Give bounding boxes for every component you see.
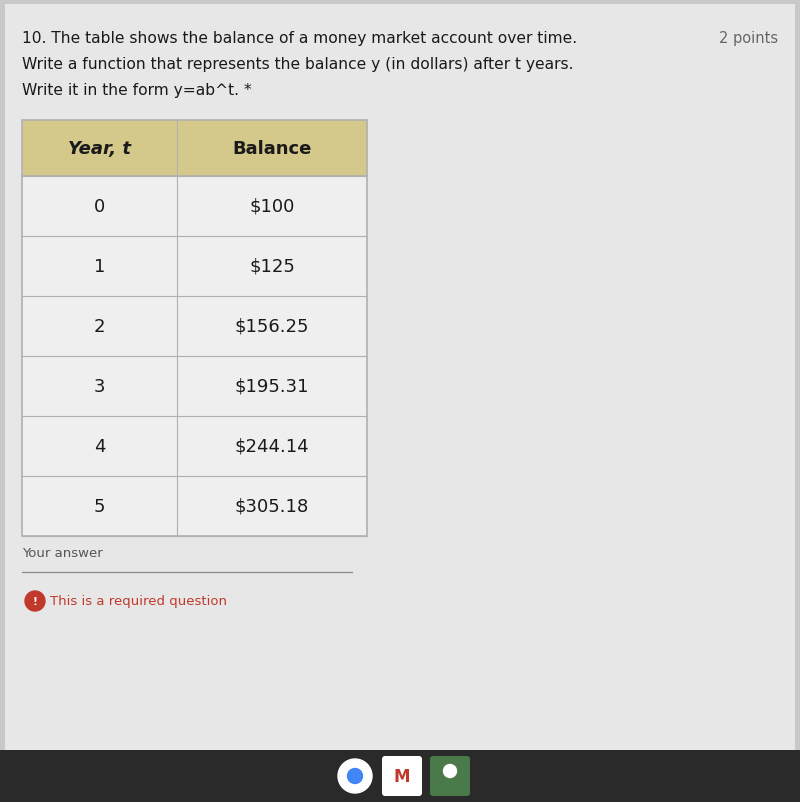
Text: $100: $100 xyxy=(250,198,294,216)
FancyBboxPatch shape xyxy=(22,237,367,297)
FancyBboxPatch shape xyxy=(5,5,795,750)
Circle shape xyxy=(347,768,362,784)
Text: $156.25: $156.25 xyxy=(234,318,310,335)
Text: !: ! xyxy=(33,596,38,606)
FancyBboxPatch shape xyxy=(22,416,367,476)
Text: 2: 2 xyxy=(94,318,106,335)
FancyBboxPatch shape xyxy=(22,476,367,537)
Text: 0: 0 xyxy=(94,198,105,216)
FancyBboxPatch shape xyxy=(22,297,367,357)
Circle shape xyxy=(338,759,372,793)
Text: $195.31: $195.31 xyxy=(234,378,310,395)
FancyBboxPatch shape xyxy=(22,176,367,237)
Text: Write it in the form y=ab^t. *: Write it in the form y=ab^t. * xyxy=(22,83,252,98)
Text: 4: 4 xyxy=(94,437,106,456)
FancyBboxPatch shape xyxy=(22,121,367,176)
Text: Write a function that represents the balance y (in dollars) after t years.: Write a function that represents the bal… xyxy=(22,57,574,72)
Text: M: M xyxy=(394,767,410,785)
FancyBboxPatch shape xyxy=(430,756,470,796)
Text: Balance: Balance xyxy=(232,140,312,158)
Circle shape xyxy=(25,591,45,611)
Text: 2 points: 2 points xyxy=(719,31,778,46)
Text: 5: 5 xyxy=(94,497,106,516)
Text: $244.14: $244.14 xyxy=(234,437,310,456)
Text: Year, t: Year, t xyxy=(68,140,131,158)
FancyBboxPatch shape xyxy=(382,756,422,796)
Text: $125: $125 xyxy=(249,257,295,276)
Bar xyxy=(22,121,367,537)
Text: Your answer: Your answer xyxy=(22,546,102,559)
Circle shape xyxy=(443,764,457,777)
FancyBboxPatch shape xyxy=(0,750,800,802)
Text: $305.18: $305.18 xyxy=(235,497,309,516)
Text: 3: 3 xyxy=(94,378,106,395)
Text: 1: 1 xyxy=(94,257,105,276)
Text: This is a required question: This is a required question xyxy=(50,595,227,608)
FancyBboxPatch shape xyxy=(22,357,367,416)
Text: 10. The table shows the balance of a money market account over time.: 10. The table shows the balance of a mon… xyxy=(22,31,577,46)
